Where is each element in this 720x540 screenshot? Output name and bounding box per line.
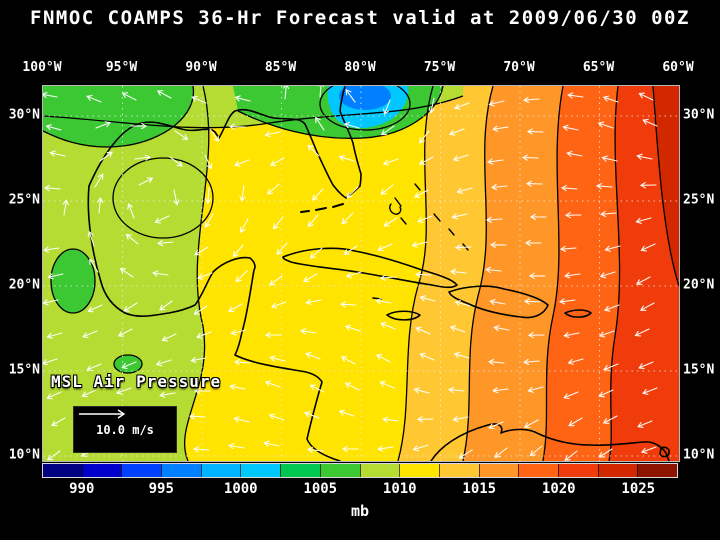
lat-label: 25°N — [683, 192, 715, 208]
puerto-rico-outline — [564, 309, 592, 318]
colorbar-segment — [399, 464, 439, 477]
colorbar-segment — [597, 464, 638, 477]
colorbar-tick-label: 990 — [69, 481, 95, 497]
wind-scale-box: 10.0 m/s — [73, 406, 177, 453]
lon-label: 75°W — [423, 60, 456, 75]
colorbar-segment — [637, 464, 677, 477]
lon-label: 95°W — [105, 60, 138, 75]
mexico-central-america-coast — [87, 185, 341, 461]
colorbar-tick-label: 1010 — [382, 481, 417, 497]
colorbar-segment — [557, 464, 598, 477]
colorbar-segment — [438, 464, 479, 477]
lon-label: 85°W — [264, 60, 297, 75]
colorbar-segment — [518, 464, 558, 477]
colorbar-ticks: 990 995 1000 1005 1010 1015 1020 1025 — [42, 481, 678, 499]
florida-keys — [300, 203, 344, 213]
colorbar-segment — [43, 464, 82, 477]
longitude-axis: 100°W 95°W 90°W 85°W 80°W 75°W 70°W 65°W 60°W — [0, 60, 720, 78]
lon-label: 100°W — [22, 60, 62, 75]
colorbar-segment — [240, 464, 281, 477]
colorbar-segment — [81, 464, 122, 477]
lat-label: 15°N — [683, 362, 715, 378]
colorbar-segment — [319, 464, 360, 477]
lat-label: 30°N — [8, 107, 40, 123]
lat-label: 20°N — [8, 277, 40, 293]
cuba-outline — [282, 247, 458, 289]
lat-label: 10°N — [683, 447, 715, 463]
lat-label: 25°N — [8, 192, 40, 208]
wind-arrow-glyphs — [43, 86, 658, 461]
south-america-coast — [430, 423, 670, 461]
colorbar-tick-label: 1005 — [303, 481, 338, 497]
colorbar-segment — [161, 464, 201, 477]
field-label: MSL Air Pressure — [51, 372, 222, 391]
colorbar-segment — [200, 464, 241, 477]
lat-label: 10°N — [8, 447, 40, 463]
map-plot: MSL Air Pressure 10.0 m/s — [42, 85, 680, 462]
colorbar-segment — [359, 464, 400, 477]
colorbar-segment — [121, 464, 162, 477]
colorbar-tick-label: 995 — [148, 481, 174, 497]
colorbar-segment — [478, 464, 519, 477]
colorbar — [42, 463, 678, 478]
wind-scale-arrow-icon — [79, 409, 126, 419]
lon-label: 90°W — [185, 60, 217, 75]
lat-label: 15°N — [8, 362, 40, 378]
lat-label: 30°N — [683, 107, 715, 123]
colorbar-tick-label: 1025 — [621, 481, 656, 497]
page-title: FNMOC COAMPS 36-Hr Forecast valid at 200… — [30, 7, 690, 29]
colorbar-tick-label: 1000 — [223, 481, 258, 497]
lon-label: 60°W — [662, 60, 694, 75]
wind-arrows-layer — [43, 86, 658, 461]
colorbar-tick-label: 1015 — [462, 481, 497, 497]
pressure-field-map — [43, 86, 679, 461]
lat-label: 20°N — [683, 277, 715, 293]
us-florida-coast — [88, 86, 362, 199]
lon-label: 80°W — [344, 60, 376, 75]
colorbar-segment — [280, 464, 320, 477]
trinidad-outline — [659, 446, 670, 458]
coastline-layer — [87, 86, 670, 461]
colorbar-tick-label: 1020 — [541, 481, 576, 497]
wind-scale-label: 10.0 m/s — [96, 422, 154, 437]
hispaniola-outline — [448, 285, 549, 319]
jamaica-outline — [386, 310, 421, 321]
colorbar-unit: mb — [350, 502, 370, 520]
lon-label: 70°W — [503, 60, 535, 75]
lon-label: 65°W — [582, 60, 615, 75]
